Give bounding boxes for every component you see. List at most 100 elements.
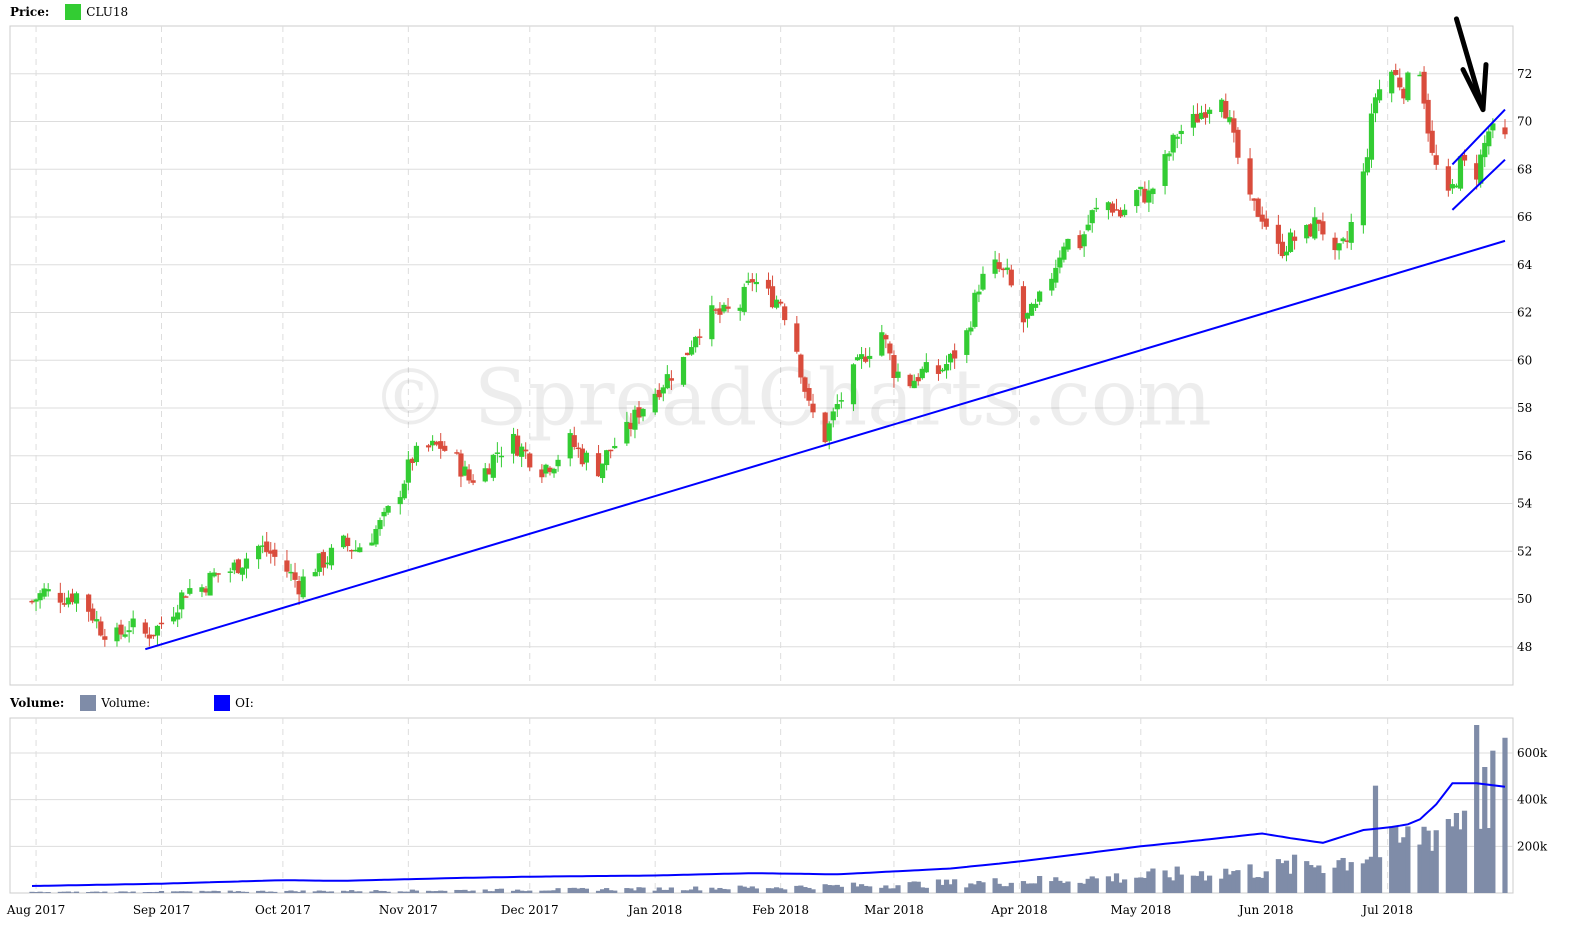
candle-body [1134,190,1140,207]
volume-bar [357,891,363,893]
volume-bar [377,890,383,893]
volume-bar [1077,882,1083,893]
volume-bar [405,891,411,893]
candle-body [668,378,674,381]
volume-tick-label: 200k [1517,839,1548,853]
candle-body [150,634,157,637]
candle-body [737,307,743,311]
volume-bar [486,891,492,893]
candle-body [1344,240,1350,242]
volume-bar [203,891,209,893]
volume-bar [373,890,379,893]
candle-body [867,355,873,359]
volume-bar [1405,826,1411,893]
candle-body [235,559,241,574]
candle-body [1000,268,1006,271]
oi-legend-item: OI: [214,695,254,711]
candles [29,63,1508,647]
volume-bar [434,891,440,893]
volume-bar [1486,828,1492,893]
candle-body [741,286,747,312]
volume-bar [579,887,585,893]
volume-bar [555,888,561,893]
volume-bar [753,888,759,893]
volume-bar [292,891,298,893]
candle-body [1247,158,1253,195]
candle-body [1429,130,1435,153]
volume-bar [1445,819,1451,893]
volume-bar [86,892,92,893]
volume-bar [1279,863,1286,893]
candle-body [1279,241,1286,257]
candle-body [636,407,642,418]
volume-bar [996,883,1002,893]
candle-body [943,364,950,371]
volume-bar [300,890,306,893]
volume-bar [1150,868,1156,893]
volume-bar [854,886,861,893]
volume-legend: Volume: Volume: OI: [10,695,318,711]
volume-bar [1340,857,1346,893]
candle-body [1170,134,1176,153]
volume-bar [438,890,444,893]
candle-body [1421,71,1427,104]
candle-body [494,452,500,454]
volume-bar [515,889,521,893]
volume-bar [1502,737,1508,893]
volume-bar [1231,871,1237,893]
volume-bar [482,889,488,893]
volume-bar [1028,883,1035,893]
candle-body [1008,269,1014,286]
price-tick-label: 60 [1517,353,1532,367]
volume-bar [353,891,359,893]
volume-bar [1360,863,1366,893]
volume-bar [171,891,177,893]
candle-body [1235,129,1241,158]
volume-bar [1085,878,1091,893]
volume-bar [1275,859,1281,893]
volume-bar [118,891,124,893]
volume-bar [1024,883,1031,893]
candle-body [640,408,646,417]
x-tick-label: May 2018 [1111,903,1172,917]
candle-body [612,445,618,449]
volume-bar [972,884,978,893]
candle-body [41,588,47,597]
volume-bar [1032,883,1039,893]
volume-bar [527,890,533,893]
volume-bar [215,891,221,893]
candle-body [765,279,772,289]
candle-body [1053,267,1059,283]
volume-bar [1474,725,1480,893]
volume-bar [211,890,217,893]
volume-bar [94,891,100,893]
volume-swatch [80,695,97,711]
volume-bar [227,890,233,893]
volume-bar [1004,886,1010,893]
candle-body [599,463,606,479]
oi-line [31,782,1506,887]
candle-body [1368,113,1375,160]
candle-body [142,622,148,634]
volume-bar [1429,850,1435,893]
volume-bar [697,890,703,893]
volume-bar [519,890,525,893]
volume-bar [632,890,638,893]
volume-bar [154,891,161,893]
candle-body [1486,131,1492,147]
trendline [1451,108,1506,166]
price-tick-label: 72 [1517,67,1532,81]
candle-body [782,306,788,321]
candle-body [90,608,96,621]
candle-body [1105,202,1112,211]
candle-body [1308,224,1314,237]
volume-bar [571,887,577,893]
candle-body [65,597,72,605]
volume-bar [1417,844,1423,893]
volume-bar [539,890,545,893]
volume-bar [1166,877,1172,893]
candle-body [1138,186,1144,190]
volume-bar [1425,830,1431,893]
candle-body [1223,101,1229,119]
candle-body [345,537,351,547]
